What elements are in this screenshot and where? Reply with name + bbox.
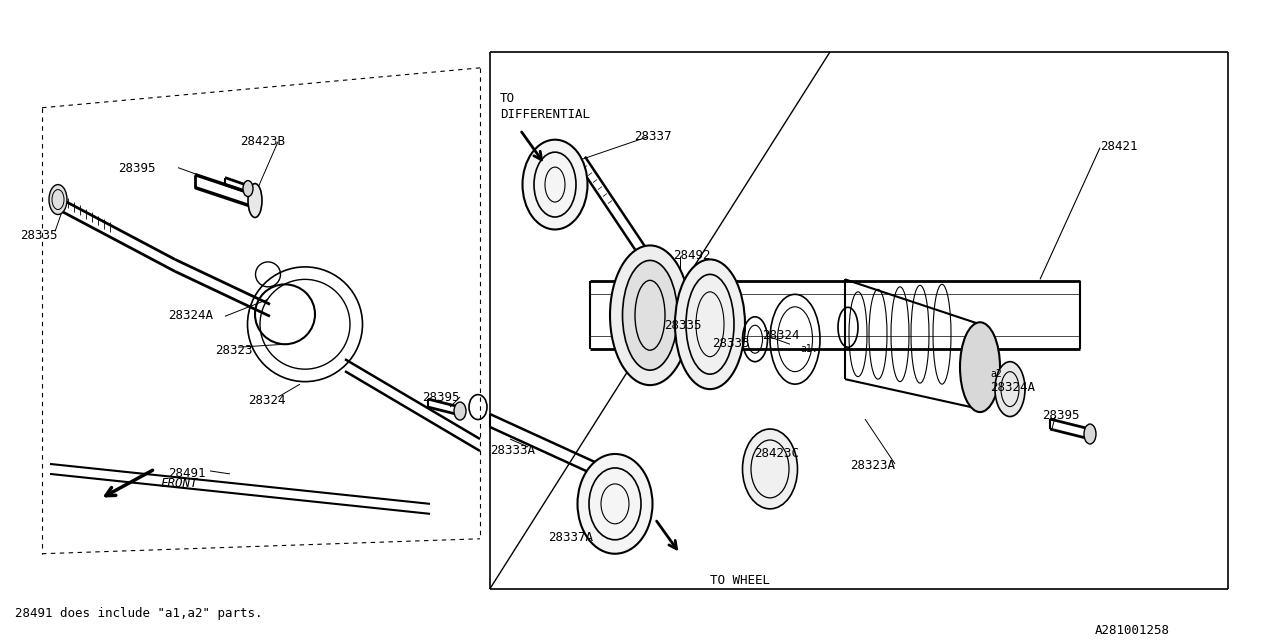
Ellipse shape [49,184,67,214]
Ellipse shape [248,184,262,218]
Ellipse shape [454,402,466,420]
Text: 28323A: 28323A [850,459,895,472]
Text: 28323: 28323 [215,344,252,357]
Text: 28324A: 28324A [168,309,212,323]
Ellipse shape [742,429,797,509]
Text: 28335: 28335 [664,319,701,332]
Ellipse shape [243,180,253,196]
Text: 28423B: 28423B [241,134,285,148]
Text: 28491 does include "a1,a2" parts.: 28491 does include "a1,a2" parts. [15,607,262,620]
Text: 28337A: 28337A [548,531,593,544]
Text: TO: TO [500,92,515,105]
Ellipse shape [622,260,677,370]
Text: FRONT: FRONT [160,477,197,490]
Text: A281001258: A281001258 [1094,623,1170,637]
Text: 28337: 28337 [634,130,672,143]
Text: 28324A: 28324A [989,381,1036,394]
Text: 28395: 28395 [1042,409,1079,422]
Ellipse shape [522,140,588,230]
Ellipse shape [1084,424,1096,444]
Text: 28324: 28324 [762,329,800,342]
Text: DIFFERENTIAL: DIFFERENTIAL [500,108,590,121]
Text: 28491: 28491 [168,467,206,480]
Text: 28333: 28333 [712,337,750,350]
Text: 28395: 28395 [422,391,460,404]
Text: a2: a2 [989,369,1002,379]
Ellipse shape [611,246,690,385]
Ellipse shape [577,454,653,554]
Text: 28335: 28335 [20,230,58,243]
Text: TO WHEEL: TO WHEEL [710,573,771,587]
Text: 28395: 28395 [118,162,155,175]
Text: 28423C: 28423C [754,447,799,460]
Ellipse shape [960,323,1000,412]
Text: 28421: 28421 [1100,140,1138,153]
Ellipse shape [995,362,1025,417]
Text: a1.: a1. [800,344,818,354]
Text: 28333A: 28333A [490,444,535,457]
Text: 28324: 28324 [248,394,285,407]
Ellipse shape [675,259,745,389]
Text: 28492: 28492 [673,250,710,262]
